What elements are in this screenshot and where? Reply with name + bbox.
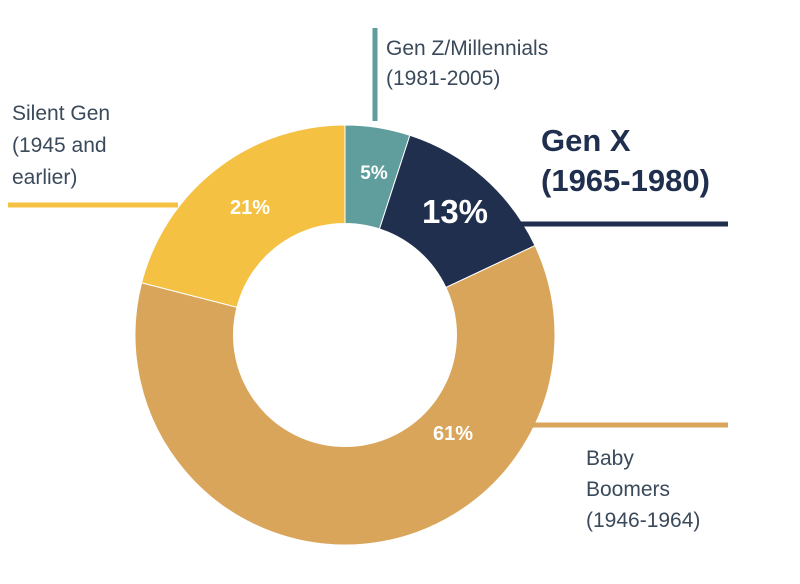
category-label-genx: Gen X (1965-1980): [541, 123, 710, 198]
category-label-silent-line3: earlier): [12, 166, 77, 189]
donut-hole: [233, 223, 457, 447]
category-label-genz: Gen Z/Millennials (1981-2005): [386, 37, 554, 90]
category-label-silent-line1: Silent Gen: [12, 102, 110, 125]
category-label-boomers: Baby Boomers (1946-1964): [586, 447, 700, 532]
category-label-genz-line1: Gen Z/Millennials: [386, 37, 548, 60]
category-label-silent: Silent Gen (1945 and earlier): [12, 102, 116, 189]
pct-label-genz: 5%: [360, 163, 388, 184]
category-label-genx-line2: (1965-1980): [541, 163, 710, 198]
category-label-silent-line2: (1945 and: [12, 134, 107, 157]
pct-label-genx: 13%: [422, 193, 488, 230]
pct-label-silent: 21%: [230, 197, 270, 219]
pct-label-boomers: 61%: [433, 423, 473, 445]
category-label-genz-line2: (1981-2005): [386, 67, 500, 90]
category-label-boomers-line1: Baby: [586, 447, 634, 470]
category-label-genx-line1: Gen X: [541, 123, 631, 158]
category-label-boomers-line2: Boomers: [586, 478, 670, 501]
category-label-boomers-line3: (1946-1964): [586, 509, 700, 532]
